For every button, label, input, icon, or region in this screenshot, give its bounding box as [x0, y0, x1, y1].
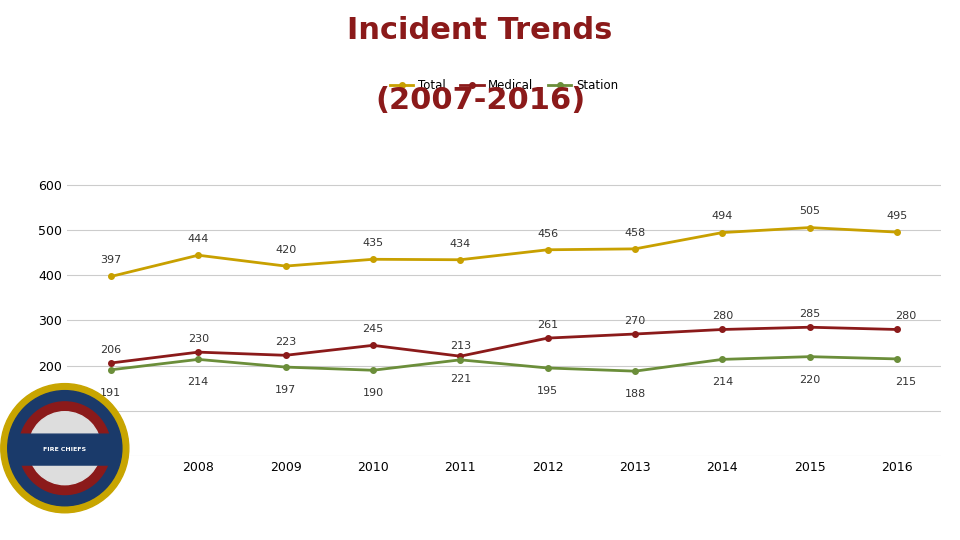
Circle shape	[19, 402, 110, 495]
Text: (2007-2016): (2007-2016)	[374, 86, 586, 116]
Medical	[193, 349, 204, 355]
Text: FIRE CHIEFS: FIRE CHIEFS	[43, 447, 86, 452]
Medical	[106, 360, 117, 366]
Station	[193, 356, 204, 363]
Text: 214: 214	[187, 377, 209, 387]
Text: 245: 245	[362, 324, 384, 334]
Total	[368, 256, 379, 262]
Legend: Total, Medical, Station: Total, Medical, Station	[385, 75, 623, 97]
Text: 221: 221	[449, 374, 471, 384]
Station	[455, 356, 467, 363]
Text: 495: 495	[886, 211, 908, 221]
Total	[542, 247, 554, 253]
Station	[542, 364, 554, 371]
Text: 397: 397	[100, 255, 122, 265]
Text: 220: 220	[799, 375, 821, 384]
Station	[280, 364, 292, 370]
Station	[630, 368, 641, 374]
Station	[717, 356, 729, 363]
Total	[717, 230, 729, 236]
Text: 456: 456	[537, 228, 559, 239]
Text: 280: 280	[895, 311, 916, 321]
Line: Medical: Medical	[108, 325, 900, 366]
Text: 261: 261	[537, 320, 559, 330]
Circle shape	[29, 411, 101, 485]
Text: 420: 420	[275, 245, 297, 255]
Text: 188: 188	[624, 389, 646, 399]
Text: 280: 280	[711, 311, 733, 321]
Medical	[368, 342, 379, 349]
Station	[892, 356, 903, 362]
Total	[280, 263, 292, 269]
Text: 215: 215	[895, 377, 916, 387]
Text: www.iafc.org: www.iafc.org	[807, 501, 941, 519]
Text: 285: 285	[799, 309, 821, 319]
Total	[892, 229, 903, 235]
Text: 197: 197	[275, 385, 297, 395]
Line: Total: Total	[108, 225, 900, 279]
Total	[455, 256, 467, 263]
Station	[368, 367, 379, 374]
Medical	[804, 324, 816, 330]
Text: 458: 458	[624, 228, 646, 238]
Station	[106, 367, 117, 373]
Text: 444: 444	[187, 234, 209, 244]
Medical	[280, 352, 292, 359]
Total	[804, 224, 816, 231]
Medical	[717, 326, 729, 333]
Text: 435: 435	[362, 238, 384, 248]
Text: 195: 195	[537, 386, 559, 396]
Text: 191: 191	[100, 388, 122, 398]
Text: 213: 213	[449, 341, 471, 352]
Circle shape	[1, 383, 129, 513]
FancyBboxPatch shape	[13, 434, 116, 465]
Text: 270: 270	[624, 316, 646, 326]
Text: 505: 505	[800, 206, 820, 217]
Text: 494: 494	[711, 212, 733, 221]
Text: 230: 230	[187, 334, 209, 344]
Text: Incident Trends: Incident Trends	[348, 16, 612, 45]
Medical	[892, 326, 903, 333]
Total	[630, 246, 641, 252]
Text: 214: 214	[711, 377, 733, 387]
Text: 434: 434	[449, 239, 471, 248]
Circle shape	[8, 390, 122, 506]
Total	[193, 252, 204, 259]
Text: 206: 206	[100, 345, 122, 355]
Medical	[542, 335, 554, 341]
Text: 190: 190	[362, 388, 384, 399]
Medical	[455, 353, 467, 360]
Station	[804, 353, 816, 360]
Line: Station: Station	[108, 354, 900, 374]
Medical	[630, 331, 641, 338]
Total	[106, 273, 117, 280]
Text: 223: 223	[275, 337, 297, 347]
